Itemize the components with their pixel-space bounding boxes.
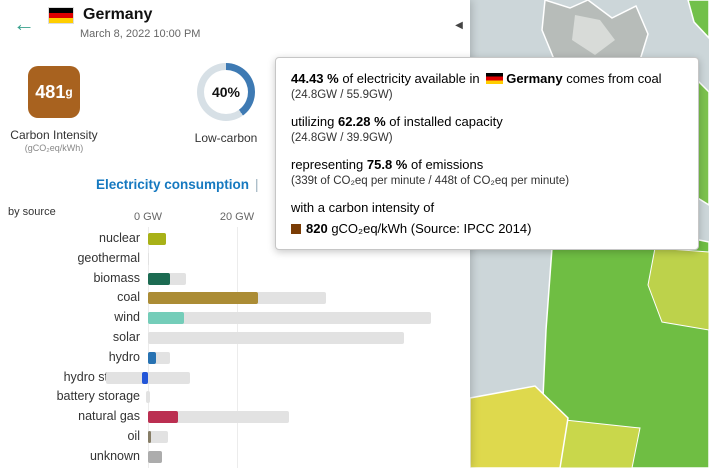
source-bar-track: [148, 269, 470, 289]
source-bar-chart: nuclear geothermal biomass coal wind solar hyd…: [0, 229, 470, 467]
production-bar[interactable]: [148, 351, 156, 364]
source-label: battery storage: [56, 389, 140, 404]
production-bar[interactable]: [148, 233, 166, 245]
map-region-yellowgreen-bottom[interactable]: [559, 419, 641, 468]
carbon-intensity-value: 481: [35, 81, 66, 102]
carbon-intensity-unit: g: [65, 85, 73, 99]
source-bar-track: [148, 427, 470, 447]
tooltip-capacity-ratio: (24.8GW / 39.9GW): [291, 132, 393, 144]
source-bar-track: [105, 368, 470, 388]
collapse-panel-button[interactable]: ◀: [451, 12, 467, 38]
source-row-unknown[interactable]: unknown: [0, 447, 470, 467]
map-region-yellow-sw[interactable]: [469, 385, 569, 468]
gridline-20gw: [237, 227, 238, 468]
source-label: natural gas: [78, 409, 140, 424]
source-row-coal[interactable]: coal: [0, 288, 470, 308]
carbon-intensity-sublabel: (gCO₂eq/kWh): [24, 143, 84, 153]
low-carbon-label: Low-carbon: [194, 131, 258, 145]
source-row-geothermal[interactable]: geothermal: [0, 249, 470, 269]
source-label: nuclear: [99, 231, 140, 245]
source-row-nuclear[interactable]: nuclear: [0, 229, 470, 249]
source-row-wind[interactable]: wind: [0, 308, 470, 328]
production-bar[interactable]: [148, 450, 163, 463]
capacity-bar[interactable]: [148, 411, 289, 424]
source-bar-track: [148, 407, 470, 427]
production-bar[interactable]: [148, 430, 151, 443]
tab-electricity-consumption[interactable]: Electricity consumption: [96, 177, 250, 192]
source-row-battery-storage[interactable]: battery storage: [0, 387, 470, 407]
source-row-hydro-storage[interactable]: hydro storage: [0, 368, 470, 388]
source-bar-track: [148, 249, 470, 269]
capacity-bar[interactable]: [148, 312, 431, 325]
source-bar-track: [148, 308, 470, 328]
map-region-green-ne[interactable]: [687, 0, 709, 40]
production-bar[interactable]: [148, 272, 170, 285]
tooltip-electricity-ratio: (24.8GW / 55.9GW): [291, 89, 393, 101]
source-label: oil: [127, 428, 140, 443]
production-bar[interactable]: [148, 411, 178, 424]
source-row-hydro[interactable]: hydro: [0, 348, 470, 368]
intensity-swatch-icon: [291, 224, 301, 234]
source-row-oil[interactable]: oil: [0, 427, 470, 447]
source-bar-track: [148, 328, 470, 348]
country-title: Germany: [83, 6, 153, 23]
tooltip-capacity-line: utilizing 62.28 % of installed capacity: [291, 114, 503, 129]
germany-flag-icon: [48, 6, 74, 24]
source-label: coal: [117, 290, 140, 305]
back-button[interactable]: ←: [10, 10, 38, 38]
germany-flag-icon: [486, 73, 504, 84]
carbon-intensity-label: Carbon Intensity: [10, 128, 98, 142]
source-label: solar: [112, 329, 140, 344]
production-bar[interactable]: [141, 371, 148, 384]
capacity-bar[interactable]: [105, 371, 191, 384]
capacity-bar[interactable]: [146, 391, 150, 404]
production-bar[interactable]: [148, 312, 185, 325]
source-bar-track: [148, 288, 470, 308]
tooltip-intensity-line: 820 gCO₂eq/kWh (Source: IPCC 2014): [291, 221, 683, 236]
source-row-natural-gas[interactable]: natural gas: [0, 407, 470, 427]
source-row-solar[interactable]: solar: [0, 328, 470, 348]
coal-tooltip: 44.43 % of electricity available in Germ…: [275, 57, 699, 250]
source-label: hydro: [108, 349, 140, 364]
chart-axis: 0 GW 20 GW: [0, 211, 470, 225]
source-row-biomass[interactable]: biomass: [0, 269, 470, 289]
tab-separator: |: [255, 177, 259, 192]
source-bar-track: [148, 348, 470, 368]
carbon-intensity-box[interactable]: 481 g: [28, 66, 80, 118]
source-bar-track: [148, 447, 470, 467]
axis-tick-0gw: 0 GW: [133, 211, 163, 223]
tooltip-emissions-line: representing 75.8 % of emissions: [291, 157, 484, 172]
datetime-label: March 8, 2022 10:00 PM: [80, 28, 201, 40]
map-region-nodata-patch: [572, 15, 615, 55]
source-label: wind: [114, 310, 140, 325]
axis-tick-20gw: 20 GW: [219, 211, 255, 223]
tooltip-electricity-line: 44.43 % of electricity available in Germ…: [291, 71, 662, 86]
map-region-yellowgreen-east[interactable]: [647, 247, 709, 331]
gridline-0gw: [148, 227, 149, 468]
source-label: unknown: [89, 448, 140, 463]
low-carbon-value: 40%: [211, 84, 241, 100]
by-source-label: by source: [8, 206, 56, 218]
capacity-bar[interactable]: [148, 331, 404, 344]
source-label: geothermal: [77, 250, 140, 265]
capacity-bar[interactable]: [148, 430, 168, 443]
source-bar-track: [148, 229, 470, 249]
tooltip-emissions-ratio: (339t of CO₂eq per minute / 448t of CO₂e…: [291, 175, 570, 187]
panel-header: ← Germany March 8, 2022 10:00 PM ◀: [0, 0, 470, 52]
source-bar-track: [146, 387, 470, 407]
view-tabs: Electricity consumption |: [96, 177, 259, 192]
tooltip-intensity-intro: with a carbon intensity of: [291, 200, 435, 215]
source-label: biomass: [93, 270, 140, 285]
low-carbon-gauge[interactable]: 40%: [197, 63, 255, 121]
production-bar[interactable]: [148, 292, 259, 305]
